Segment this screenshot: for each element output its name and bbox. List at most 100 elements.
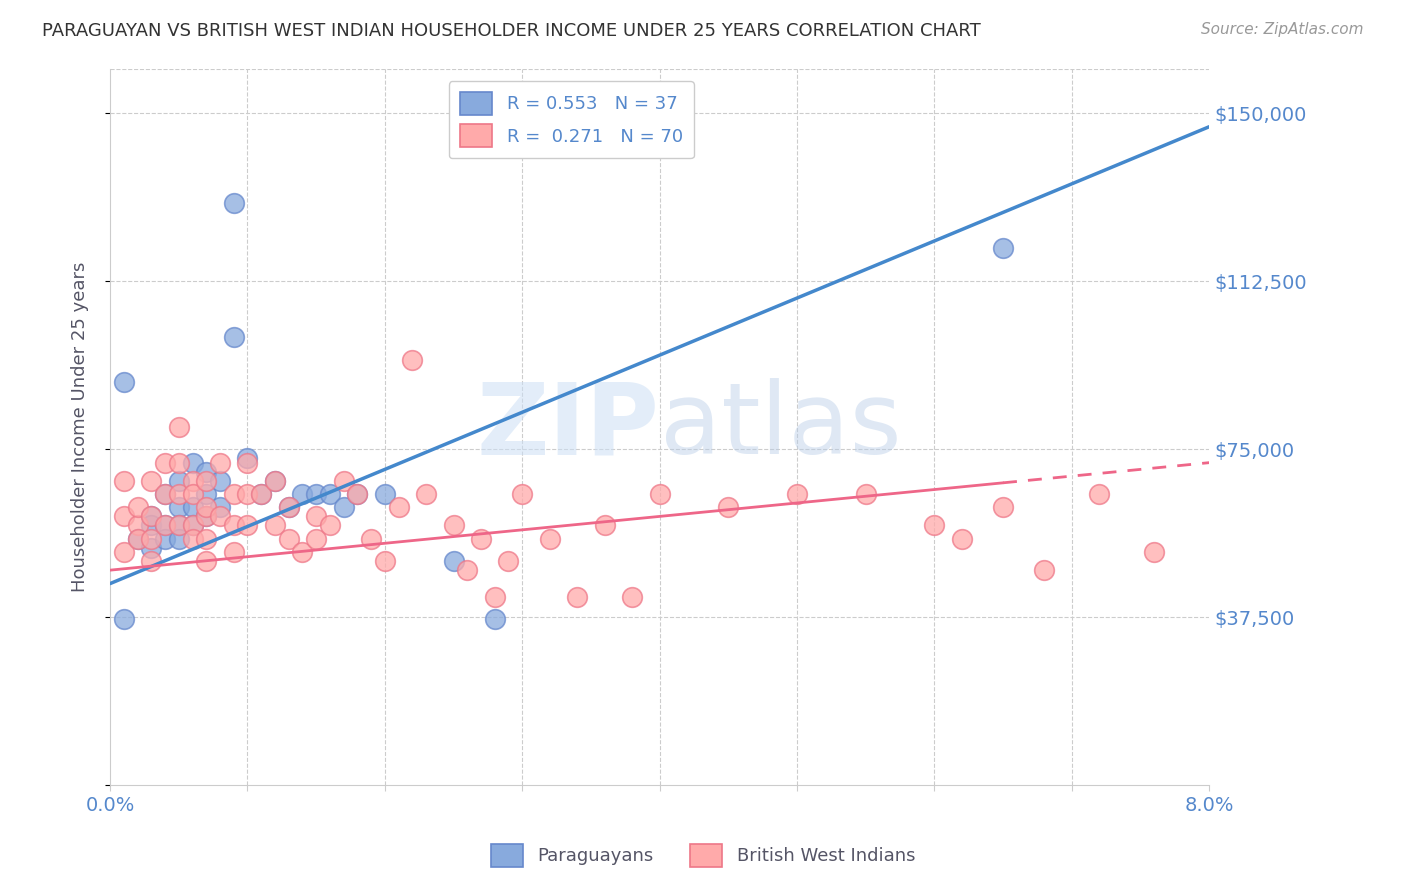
Point bbox=[195, 509, 218, 524]
Point bbox=[443, 518, 465, 533]
Point bbox=[167, 456, 190, 470]
Point bbox=[181, 532, 204, 546]
Point bbox=[195, 509, 218, 524]
Text: atlas: atlas bbox=[659, 378, 901, 475]
Point bbox=[112, 375, 135, 389]
Point bbox=[167, 500, 190, 515]
Point bbox=[346, 487, 368, 501]
Point bbox=[181, 456, 204, 470]
Point bbox=[195, 465, 218, 479]
Text: ZIP: ZIP bbox=[477, 378, 659, 475]
Point bbox=[277, 500, 299, 515]
Point bbox=[195, 532, 218, 546]
Text: Source: ZipAtlas.com: Source: ZipAtlas.com bbox=[1201, 22, 1364, 37]
Point bbox=[195, 554, 218, 568]
Point bbox=[141, 541, 163, 555]
Point bbox=[538, 532, 561, 546]
Point bbox=[387, 500, 409, 515]
Point bbox=[141, 474, 163, 488]
Point bbox=[443, 554, 465, 568]
Point bbox=[236, 456, 259, 470]
Point bbox=[924, 518, 946, 533]
Point bbox=[621, 590, 644, 604]
Point bbox=[305, 509, 328, 524]
Point bbox=[277, 532, 299, 546]
Point bbox=[855, 487, 877, 501]
Point bbox=[167, 518, 190, 533]
Point bbox=[127, 500, 149, 515]
Point bbox=[195, 474, 218, 488]
Point bbox=[717, 500, 740, 515]
Point bbox=[567, 590, 589, 604]
Point bbox=[415, 487, 437, 501]
Point bbox=[153, 487, 176, 501]
Legend: R = 0.553   N = 37, R =  0.271   N = 70: R = 0.553 N = 37, R = 0.271 N = 70 bbox=[449, 81, 693, 158]
Point bbox=[112, 509, 135, 524]
Point bbox=[181, 487, 204, 501]
Point bbox=[153, 518, 176, 533]
Point bbox=[141, 518, 163, 533]
Point bbox=[510, 487, 533, 501]
Point bbox=[208, 509, 231, 524]
Point bbox=[222, 195, 245, 210]
Point bbox=[167, 518, 190, 533]
Point bbox=[470, 532, 492, 546]
Point bbox=[167, 487, 190, 501]
Point bbox=[319, 518, 342, 533]
Point bbox=[305, 487, 328, 501]
Point bbox=[1088, 487, 1111, 501]
Y-axis label: Householder Income Under 25 years: Householder Income Under 25 years bbox=[72, 261, 89, 592]
Point bbox=[456, 563, 478, 577]
Point bbox=[332, 474, 354, 488]
Point bbox=[181, 474, 204, 488]
Point bbox=[264, 474, 287, 488]
Point bbox=[167, 474, 190, 488]
Point bbox=[153, 456, 176, 470]
Point bbox=[374, 487, 396, 501]
Point bbox=[112, 474, 135, 488]
Point bbox=[181, 518, 204, 533]
Point bbox=[181, 518, 204, 533]
Point bbox=[250, 487, 273, 501]
Point bbox=[208, 500, 231, 515]
Point bbox=[208, 474, 231, 488]
Point bbox=[153, 487, 176, 501]
Point bbox=[167, 420, 190, 434]
Point bbox=[141, 509, 163, 524]
Point bbox=[374, 554, 396, 568]
Text: PARAGUAYAN VS BRITISH WEST INDIAN HOUSEHOLDER INCOME UNDER 25 YEARS CORRELATION : PARAGUAYAN VS BRITISH WEST INDIAN HOUSEH… bbox=[42, 22, 981, 40]
Point bbox=[127, 532, 149, 546]
Point bbox=[141, 554, 163, 568]
Point bbox=[141, 532, 163, 546]
Point bbox=[222, 487, 245, 501]
Point bbox=[305, 532, 328, 546]
Point bbox=[222, 330, 245, 344]
Point bbox=[264, 474, 287, 488]
Point bbox=[181, 500, 204, 515]
Point bbox=[291, 545, 314, 559]
Point bbox=[319, 487, 342, 501]
Point bbox=[991, 241, 1014, 255]
Legend: Paraguayans, British West Indians: Paraguayans, British West Indians bbox=[484, 837, 922, 874]
Point bbox=[222, 545, 245, 559]
Point bbox=[112, 545, 135, 559]
Point bbox=[401, 352, 423, 367]
Point bbox=[153, 518, 176, 533]
Point bbox=[195, 487, 218, 501]
Point bbox=[648, 487, 671, 501]
Point bbox=[291, 487, 314, 501]
Point bbox=[484, 590, 506, 604]
Point bbox=[208, 456, 231, 470]
Point bbox=[153, 532, 176, 546]
Point bbox=[222, 518, 245, 533]
Point bbox=[236, 487, 259, 501]
Point bbox=[141, 509, 163, 524]
Point bbox=[332, 500, 354, 515]
Point bbox=[250, 487, 273, 501]
Point bbox=[195, 500, 218, 515]
Point bbox=[167, 532, 190, 546]
Point bbox=[112, 612, 135, 626]
Point bbox=[127, 532, 149, 546]
Point bbox=[127, 518, 149, 533]
Point bbox=[264, 518, 287, 533]
